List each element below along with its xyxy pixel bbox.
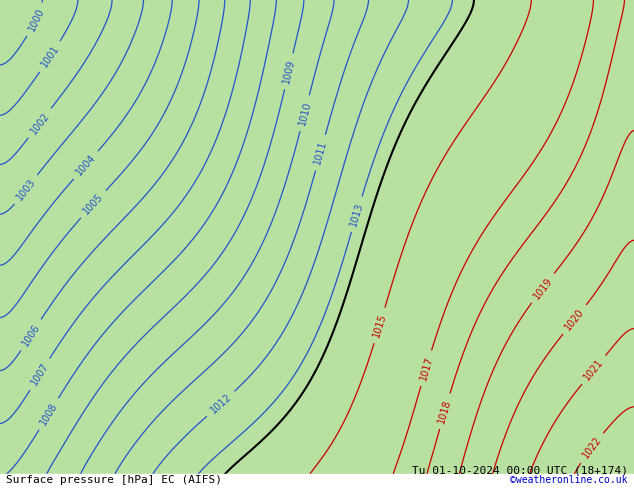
Text: 1006: 1006 [20, 322, 42, 348]
Text: 1001: 1001 [39, 44, 61, 70]
Text: 1009: 1009 [281, 58, 297, 84]
Text: 1002: 1002 [28, 110, 51, 136]
Text: 1007: 1007 [29, 361, 51, 388]
Text: 1008: 1008 [38, 401, 60, 427]
Text: 1018: 1018 [437, 398, 453, 424]
Text: 1011: 1011 [313, 140, 328, 166]
Text: 1022: 1022 [580, 435, 603, 461]
Text: 1012: 1012 [208, 392, 233, 416]
Text: 1020: 1020 [563, 307, 586, 332]
Text: 1017: 1017 [418, 355, 434, 381]
Text: 1003: 1003 [15, 177, 37, 202]
Text: 1021: 1021 [582, 357, 605, 383]
Text: 1019: 1019 [531, 275, 554, 301]
Text: ©weatheronline.co.uk: ©weatheronline.co.uk [510, 475, 628, 485]
Text: Tu 01-10-2024 00:00 UTC (18+174): Tu 01-10-2024 00:00 UTC (18+174) [411, 466, 628, 475]
Text: 1000: 1000 [26, 6, 46, 33]
Text: 1005: 1005 [81, 192, 105, 217]
Text: Surface pressure [hPa] EC (AIFS): Surface pressure [hPa] EC (AIFS) [6, 475, 223, 485]
Text: 1015: 1015 [371, 312, 388, 339]
Text: 1004: 1004 [74, 152, 98, 177]
Text: 1013: 1013 [349, 201, 365, 227]
Text: 1010: 1010 [297, 100, 313, 126]
